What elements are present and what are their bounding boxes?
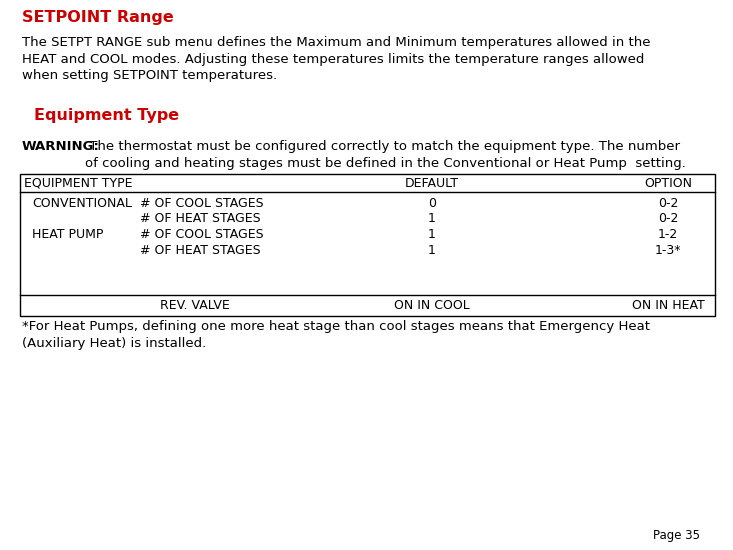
Text: SETPOINT Range: SETPOINT Range — [22, 10, 174, 25]
Text: ON IN COOL: ON IN COOL — [394, 299, 470, 312]
Text: EQUIPMENT TYPE: EQUIPMENT TYPE — [24, 177, 133, 190]
Text: HEAT PUMP: HEAT PUMP — [32, 228, 103, 241]
Text: DEFAULT: DEFAULT — [405, 177, 459, 190]
Text: # OF COOL STAGES: # OF COOL STAGES — [140, 197, 264, 210]
Text: 1-2: 1-2 — [658, 228, 678, 241]
Text: 0-2: 0-2 — [658, 212, 678, 225]
Text: 1-3*: 1-3* — [655, 244, 681, 257]
Text: 1: 1 — [428, 228, 436, 241]
Text: 0: 0 — [428, 197, 436, 210]
Text: OPTION: OPTION — [644, 177, 692, 190]
Text: # OF COOL STAGES: # OF COOL STAGES — [140, 228, 264, 241]
Text: *For Heat Pumps, defining one more heat stage than cool stages means that Emerge: *For Heat Pumps, defining one more heat … — [22, 320, 650, 349]
Text: CONVENTIONAL: CONVENTIONAL — [32, 197, 132, 210]
Text: WARNING:: WARNING: — [22, 140, 100, 153]
Text: The thermostat must be configured correctly to match the equipment type. The num: The thermostat must be configured correc… — [85, 140, 686, 169]
Text: 0-2: 0-2 — [658, 197, 678, 210]
Text: 1: 1 — [428, 244, 436, 257]
Text: # OF HEAT STAGES: # OF HEAT STAGES — [140, 212, 261, 225]
Text: Equipment Type: Equipment Type — [34, 108, 179, 123]
Text: ON IN HEAT: ON IN HEAT — [632, 299, 704, 312]
Text: # OF HEAT STAGES: # OF HEAT STAGES — [140, 244, 261, 257]
Text: The SETPT RANGE sub menu defines the Maximum and Minimum temperatures allowed in: The SETPT RANGE sub menu defines the Max… — [22, 36, 650, 82]
Text: 1: 1 — [428, 212, 436, 225]
Text: REV. VALVE: REV. VALVE — [160, 299, 230, 312]
Bar — [20, 174, 715, 316]
Text: Page 35: Page 35 — [653, 529, 700, 542]
